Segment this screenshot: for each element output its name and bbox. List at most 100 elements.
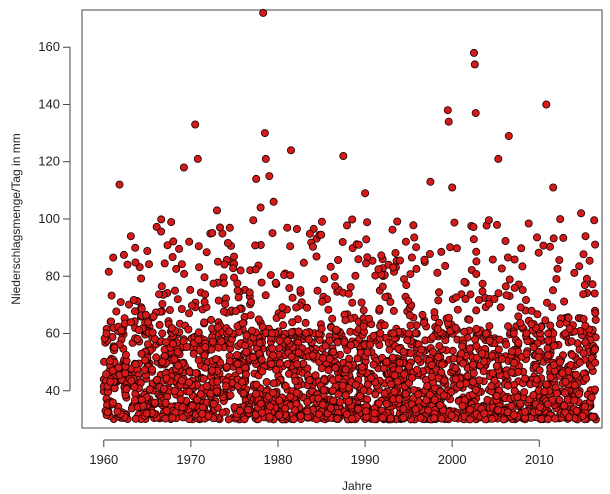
data-point-1357 xyxy=(465,405,474,414)
data-point-2050 xyxy=(559,233,568,242)
data-point-2371 xyxy=(330,272,339,281)
data-point-1686 xyxy=(497,354,506,363)
data-point-1006 xyxy=(388,353,397,362)
data-point-1571 xyxy=(314,394,323,403)
data-point-2289 xyxy=(279,321,288,330)
data-point-2065 xyxy=(516,303,525,312)
data-point-2499 xyxy=(472,269,481,278)
data-point-1634 xyxy=(336,397,345,406)
data-point-1544 xyxy=(487,382,496,391)
data-point-1788 xyxy=(122,385,131,394)
y-axis-title: Niederschlagsmenge/Tag in mm xyxy=(9,133,23,304)
data-point-2105 xyxy=(518,285,527,294)
data-point-1441 xyxy=(413,355,422,364)
data-point-2300 xyxy=(245,288,254,297)
data-point-2131 xyxy=(553,264,562,273)
data-point-1969 xyxy=(152,375,161,384)
data-point-1993 xyxy=(395,394,404,403)
data-point-2542 xyxy=(494,154,503,163)
data-point-2493 xyxy=(317,324,326,333)
data-point-1813 xyxy=(109,398,118,407)
data-point-1600 xyxy=(485,336,494,345)
data-point-1885 xyxy=(510,386,519,395)
data-point-1191 xyxy=(459,359,468,368)
data-point-2082 xyxy=(494,289,503,298)
data-point-1954 xyxy=(536,403,545,412)
data-point-1854 xyxy=(235,406,244,415)
data-point-2309 xyxy=(338,237,347,246)
data-point-2444 xyxy=(184,325,193,334)
data-point-1817 xyxy=(201,343,210,352)
data-point-1996 xyxy=(348,414,357,423)
data-point-2190 xyxy=(175,244,184,253)
data-point-2377 xyxy=(266,271,275,280)
data-point-1470 xyxy=(272,365,281,374)
data-point-2365 xyxy=(359,322,368,331)
data-point-1824 xyxy=(468,377,477,386)
data-point-1867 xyxy=(289,415,298,424)
data-point-2478 xyxy=(236,266,245,275)
data-point-1509 xyxy=(546,373,555,382)
data-point-2138 xyxy=(452,244,461,253)
data-point-1749 xyxy=(159,384,168,393)
data-point-1602 xyxy=(440,376,449,385)
x-tick-label-0: 1960 xyxy=(89,452,118,467)
data-point-2282 xyxy=(144,260,153,269)
data-point-2188 xyxy=(287,328,296,337)
data-point-1250 xyxy=(178,413,187,422)
data-point-2501 xyxy=(157,282,166,291)
data-point-2127 xyxy=(283,223,292,232)
data-point-2513 xyxy=(461,294,470,303)
data-point-2544 xyxy=(542,100,551,109)
data-point-1550 xyxy=(328,386,337,395)
data-point-2181 xyxy=(460,327,469,336)
data-point-2415 xyxy=(466,290,475,299)
data-point-2217 xyxy=(247,297,256,306)
data-point-2442 xyxy=(158,329,167,338)
data-point-2351 xyxy=(168,252,177,261)
data-point-1623 xyxy=(529,391,538,400)
data-point-1912 xyxy=(133,334,142,343)
data-point-1782 xyxy=(173,348,182,357)
data-point-135 xyxy=(494,345,503,354)
data-point-1619 xyxy=(380,389,389,398)
data-point-2495 xyxy=(344,289,353,298)
data-point-1436 xyxy=(514,338,523,347)
data-point-1740 xyxy=(281,404,290,413)
data-point-2174 xyxy=(351,271,360,280)
data-point-1163 xyxy=(387,380,396,389)
data-point-2522 xyxy=(191,120,200,129)
data-point-2380 xyxy=(444,313,453,322)
data-point-2199 xyxy=(305,229,314,238)
data-point-2056 xyxy=(546,242,555,251)
plot-frame xyxy=(81,9,603,429)
data-point-2492 xyxy=(233,286,242,295)
data-point-2449 xyxy=(434,296,443,305)
data-point-2412 xyxy=(581,321,590,330)
data-point-1620 xyxy=(570,381,579,390)
data-point-2246 xyxy=(278,303,287,312)
data-point-1608 xyxy=(148,365,157,374)
data-point-2410 xyxy=(579,314,588,323)
data-point-2342 xyxy=(158,299,167,308)
data-point-1812 xyxy=(291,376,300,385)
data-point-2502 xyxy=(141,310,150,319)
data-point-1790 xyxy=(257,355,266,364)
data-point-2418 xyxy=(299,258,308,267)
data-point-2369 xyxy=(167,218,176,227)
data-point-2534 xyxy=(361,189,370,198)
data-point-1413 xyxy=(199,374,208,383)
data-point-2505 xyxy=(402,281,411,290)
data-point-1976 xyxy=(292,388,301,397)
data-point-1745 xyxy=(241,370,250,379)
data-point-1979 xyxy=(540,387,549,396)
data-point-1820 xyxy=(544,336,553,345)
data-point-1684 xyxy=(590,345,599,354)
data-point-1629 xyxy=(435,342,444,351)
data-point-2068 xyxy=(104,267,113,276)
data-point-2052 xyxy=(492,220,501,229)
data-point-1771 xyxy=(492,361,501,370)
data-point-2503 xyxy=(148,328,157,337)
data-point-2460 xyxy=(579,290,588,299)
data-point-1825 xyxy=(102,370,111,379)
